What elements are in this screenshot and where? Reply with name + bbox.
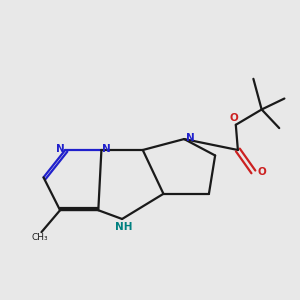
Text: N: N	[56, 143, 64, 154]
Text: N: N	[102, 143, 111, 154]
Text: O: O	[230, 113, 239, 123]
Text: NH: NH	[115, 222, 132, 232]
Text: CH₃: CH₃	[32, 233, 48, 242]
Text: O: O	[257, 167, 266, 177]
Text: N: N	[186, 133, 194, 142]
